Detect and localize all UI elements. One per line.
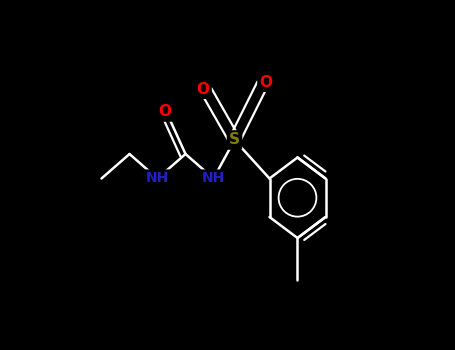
Text: S: S: [229, 133, 240, 147]
Text: NH: NH: [202, 172, 225, 186]
Text: O: O: [259, 75, 273, 90]
Text: O: O: [197, 82, 209, 97]
Text: O: O: [158, 105, 171, 119]
Text: NH: NH: [146, 172, 169, 186]
